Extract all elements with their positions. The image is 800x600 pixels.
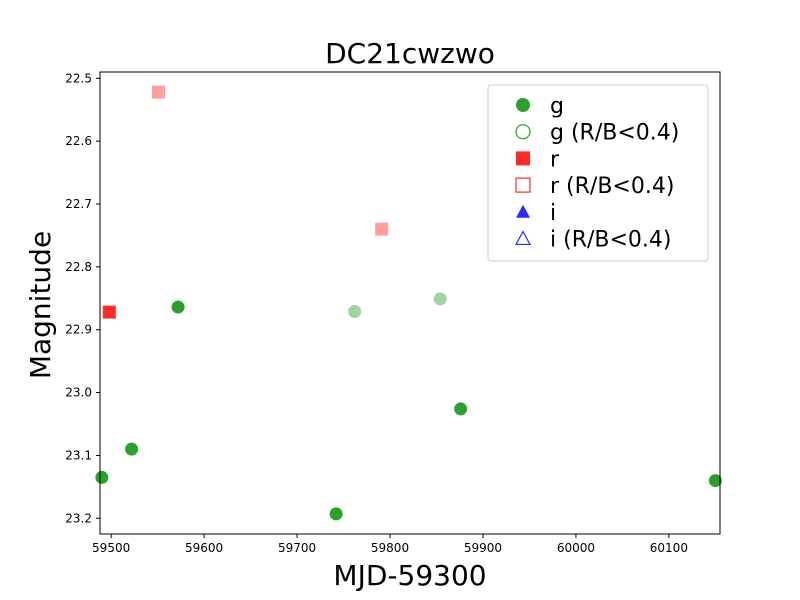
data-point bbox=[152, 85, 166, 99]
legend-label: r bbox=[550, 147, 560, 172]
legend-label: g bbox=[550, 94, 564, 119]
data-point bbox=[102, 305, 116, 319]
y-axis-ticks: 22.5 22.6 22.7 22.8 22.9 23.0 23.1 23.2 bbox=[65, 71, 100, 525]
y-tick-label: 22.6 bbox=[65, 134, 92, 148]
data-point bbox=[348, 304, 362, 318]
data-point bbox=[125, 442, 139, 456]
y-tick-label: 22.8 bbox=[65, 260, 92, 274]
x-tick-label: 60100 bbox=[650, 541, 688, 555]
x-axis-label: MJD-59300 bbox=[333, 559, 486, 592]
legend-marker bbox=[516, 98, 530, 112]
x-tick-label: 60000 bbox=[557, 541, 595, 555]
legend-label: i bbox=[550, 201, 556, 226]
data-point bbox=[708, 474, 722, 488]
y-tick-label: 22.7 bbox=[65, 197, 92, 211]
x-tick-label: 59900 bbox=[464, 541, 502, 555]
x-tick-label: 59500 bbox=[92, 541, 130, 555]
y-tick-label: 23.2 bbox=[65, 511, 92, 525]
x-axis-ticks: 59500 59600 59700 59800 59900 60000 60100 bbox=[92, 534, 688, 555]
data-point bbox=[329, 507, 343, 521]
chart-title: DC21cwzwo bbox=[325, 37, 495, 70]
legend-marker bbox=[516, 204, 530, 218]
legend-box bbox=[487, 84, 709, 262]
plot-frame bbox=[99, 71, 721, 535]
legend-label: r (R/B<0.4) bbox=[550, 174, 674, 199]
x-tick-label: 59700 bbox=[278, 541, 316, 555]
y-tick-label: 22.5 bbox=[65, 71, 92, 85]
legend-marker bbox=[516, 151, 530, 166]
plot-area bbox=[95, 85, 722, 521]
legend-label: i (R/B<0.4) bbox=[550, 228, 671, 253]
data-point bbox=[375, 222, 389, 236]
y-axis-label: Magnitude bbox=[24, 231, 57, 379]
y-tick-label: 23.1 bbox=[65, 448, 92, 462]
y-tick-label: 22.9 bbox=[65, 323, 92, 337]
legend-marker bbox=[514, 230, 532, 246]
x-tick-label: 59600 bbox=[185, 541, 223, 555]
data-point bbox=[171, 300, 185, 314]
data-point bbox=[454, 402, 468, 416]
legend: gg (R/B<0.4)rr (R/B<0.4)ii (R/B<0.4) bbox=[487, 84, 709, 262]
data-point bbox=[95, 470, 109, 484]
legend-label: g (R/B<0.4) bbox=[550, 121, 679, 146]
x-tick-label: 59800 bbox=[371, 541, 409, 555]
data-point bbox=[433, 292, 447, 306]
legend-marker bbox=[515, 124, 531, 140]
legend-marker bbox=[515, 177, 531, 193]
y-tick-label: 23.0 bbox=[65, 386, 92, 400]
